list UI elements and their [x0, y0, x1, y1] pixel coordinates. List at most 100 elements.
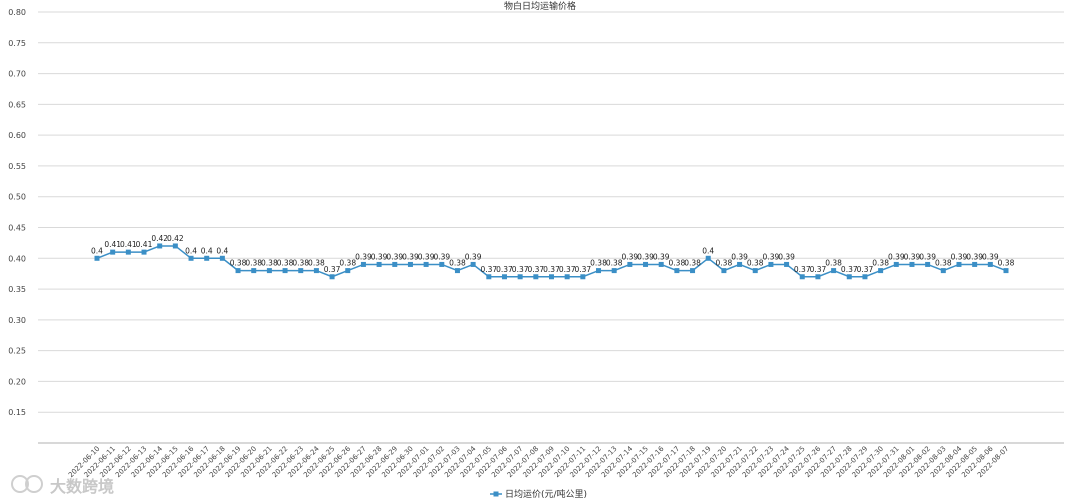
y-tick-label: 0.65	[8, 100, 26, 109]
data-label: 0.38	[872, 259, 889, 268]
data-label: 0.41	[136, 240, 153, 249]
data-label: 0.39	[982, 252, 999, 261]
data-point	[674, 268, 680, 274]
y-tick-label: 0.55	[8, 162, 26, 171]
data-point	[470, 261, 476, 267]
data-point	[580, 274, 586, 280]
data-label: 0.39	[904, 252, 921, 261]
data-label: 0.37	[496, 265, 513, 274]
data-point	[549, 274, 554, 280]
data-label: 0.38	[935, 259, 952, 268]
legend-marker	[493, 491, 499, 497]
data-point	[799, 274, 805, 280]
data-label: 0.38	[308, 259, 325, 268]
data-label: 0.4	[201, 246, 213, 255]
data-label: 0.38	[292, 259, 309, 268]
y-tick-label: 0.25	[8, 347, 26, 356]
chart-title: 物白日均运输价格	[504, 0, 576, 12]
y-tick-label: 0.20	[8, 377, 26, 386]
data-point	[329, 274, 335, 280]
data-point	[157, 243, 163, 249]
data-label: 0.39	[919, 252, 936, 261]
data-point	[611, 268, 617, 274]
legend-label: 日均运价(元/吨公里)	[505, 488, 587, 500]
data-label: 0.38	[998, 259, 1015, 268]
data-label: 0.37	[857, 265, 874, 274]
data-point	[940, 268, 946, 274]
data-point	[846, 274, 852, 280]
data-label: 0.38	[261, 259, 278, 268]
data-point	[643, 261, 649, 267]
data-point	[204, 255, 210, 261]
data-label: 0.39	[622, 252, 639, 261]
data-point	[517, 274, 523, 280]
data-label: 0.41	[104, 240, 121, 249]
y-tick-label: 0.70	[8, 70, 26, 79]
data-label: 0.38	[716, 259, 733, 268]
data-label: 0.38	[684, 259, 701, 268]
data-point	[721, 268, 727, 274]
y-grid	[38, 11, 1064, 413]
data-point	[815, 274, 821, 280]
data-point	[188, 255, 194, 261]
data-point	[360, 261, 366, 267]
data-label: 0.38	[747, 259, 764, 268]
data-point	[925, 261, 931, 267]
data-point	[376, 261, 382, 267]
data-point	[784, 261, 790, 267]
data-label: 0.38	[230, 259, 247, 268]
data-label: 0.39	[386, 252, 403, 261]
data-point	[345, 268, 351, 274]
data-label: 0.38	[825, 259, 842, 268]
data-label: 0.38	[449, 259, 466, 268]
data-point	[266, 268, 272, 274]
y-tick-label: 0.60	[8, 131, 26, 140]
data-point	[862, 274, 868, 280]
series-line	[94, 243, 1009, 280]
data-label: 0.39	[371, 252, 388, 261]
data-point	[407, 261, 413, 267]
data-label: 0.39	[465, 252, 482, 261]
data-label: 0.38	[277, 259, 294, 268]
data-point	[893, 261, 899, 267]
data-label: 0.39	[402, 252, 419, 261]
data-label: 0.39	[888, 252, 905, 261]
data-point	[533, 274, 539, 280]
data-label: 0.39	[731, 252, 748, 261]
data-point	[1003, 268, 1009, 274]
data-label: 0.37	[841, 265, 858, 274]
data-point	[737, 261, 743, 267]
data-point	[172, 243, 178, 249]
y-tick-label: 0.40	[8, 254, 26, 263]
y-tick-label: 0.75	[8, 39, 26, 48]
data-point	[454, 268, 460, 274]
data-label: 0.38	[669, 259, 686, 268]
data-label: 0.39	[637, 252, 654, 261]
data-label: 0.39	[966, 252, 983, 261]
data-point	[423, 261, 429, 267]
data-label: 0.38	[339, 259, 356, 268]
data-point	[486, 274, 492, 280]
data-label: 0.4	[702, 246, 714, 255]
watermark: 大数跨境	[11, 475, 114, 496]
y-tick-label: 0.35	[8, 285, 26, 294]
data-label: 0.41	[120, 240, 137, 249]
y-tick-label: 0.15	[8, 408, 26, 417]
data-point	[987, 261, 993, 267]
data-point	[141, 249, 147, 255]
data-point	[972, 261, 978, 267]
data-point	[219, 255, 225, 261]
data-label: 0.37	[543, 265, 560, 274]
data-label: 0.42	[151, 234, 168, 243]
data-point	[94, 255, 100, 261]
data-point	[690, 268, 696, 274]
data-point	[909, 261, 915, 267]
data-point	[705, 255, 711, 261]
data-point	[313, 268, 319, 274]
data-point	[251, 268, 257, 274]
data-label: 0.39	[653, 252, 670, 261]
watermark-logo-icon	[11, 475, 29, 493]
data-label: 0.39	[763, 252, 780, 261]
data-label: 0.39	[433, 252, 450, 261]
